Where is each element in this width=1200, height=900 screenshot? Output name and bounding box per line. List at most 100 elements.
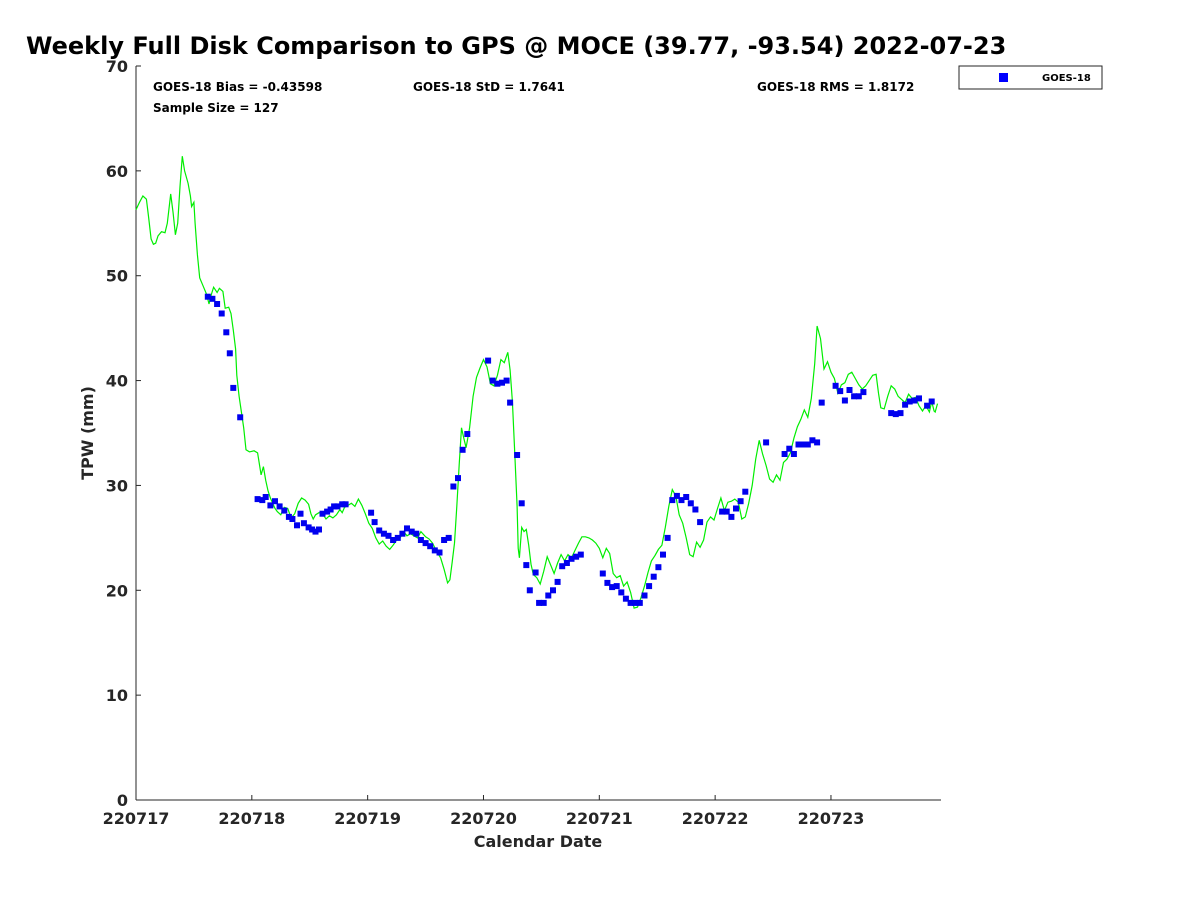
goes18-data-point: [902, 401, 909, 408]
goes18-data-point: [237, 414, 244, 421]
goes18-data-point: [218, 310, 225, 317]
goes18-data-point: [408, 528, 415, 535]
x-tick-label: 220720: [450, 809, 517, 828]
goes18-data-point: [928, 398, 935, 405]
goes18-data-point: [855, 393, 862, 400]
goes18-data-point: [385, 532, 392, 539]
goes18-data-point: [632, 599, 639, 606]
goes18-data-point: [309, 526, 316, 533]
goes18-data-point: [276, 503, 283, 510]
goes18-data-point: [319, 510, 326, 517]
goes18-data-point: [272, 498, 278, 505]
goes18-data-point: [331, 503, 338, 510]
goes18-data-point: [450, 483, 457, 490]
goes18-data-point: [795, 441, 802, 448]
goes18-data-point: [342, 501, 349, 508]
goes18-data-point: [485, 357, 492, 364]
goes18-data-point: [312, 528, 319, 535]
goes18-data-point: [209, 295, 216, 302]
goes18-data-point: [518, 500, 525, 507]
goes18-data-point: [427, 543, 434, 550]
goes18-data-point: [523, 562, 530, 569]
legend: GOES-18: [958, 65, 1103, 90]
goes18-data-point: [267, 502, 274, 509]
x-tick-label: 220721: [566, 809, 633, 828]
goes18-data-point: [297, 510, 304, 517]
goes18-data-point: [818, 399, 825, 406]
legend-label-goes18: GOES-18: [1042, 73, 1091, 84]
goes18-data-point: [650, 573, 657, 580]
goes18-data-point: [800, 441, 807, 448]
goes18-data-point: [622, 595, 629, 602]
goes18-data-point: [697, 519, 704, 526]
goes18-data-point: [536, 599, 543, 606]
y-tick-label: 60: [106, 162, 128, 181]
goes18-data-point: [540, 599, 547, 606]
goes18-data-point: [846, 387, 853, 393]
y-tick-label: 30: [106, 476, 128, 495]
chart-title: Weekly Full Disk Comparison to GPS @ MOC…: [26, 32, 1006, 60]
goes18-data-point: [781, 451, 788, 457]
goes18-data-point: [514, 452, 521, 458]
goes18-data-point: [563, 560, 570, 566]
y-tick-label: 50: [106, 267, 128, 286]
goes18-data-point: [459, 446, 466, 453]
goes18-data-point: [380, 530, 387, 537]
goes18-data-point: [214, 301, 221, 307]
gps-series-line: [135, 156, 939, 609]
goes18-data-point: [892, 411, 899, 418]
goes18-data-point: [554, 578, 561, 585]
goes18-data-point: [687, 500, 694, 507]
goes18-data-point: [618, 589, 625, 596]
series-gps-line: [135, 156, 939, 609]
goes18-data-point: [888, 410, 895, 417]
goes18-data-point: [660, 551, 666, 558]
series-goes18-markers: [204, 293, 935, 606]
goes18-data-point: [636, 599, 643, 606]
goes18-data-point: [673, 492, 680, 499]
goes18-data-point: [371, 519, 378, 526]
goes18-data-point: [305, 524, 312, 531]
goes18-data-point: [599, 570, 606, 577]
y-tick-label: 40: [106, 372, 128, 391]
goes18-data-point: [737, 498, 744, 505]
goes18-data-point: [577, 551, 584, 558]
y-ticks: 0 10 20 30 40 50 60 70: [106, 57, 141, 810]
goes18-data-point: [814, 439, 821, 446]
stat-rms: GOES-18 RMS = 1.8172: [757, 80, 914, 94]
x-tick-label: 220722: [682, 809, 749, 828]
x-axis-label: Calendar Date: [474, 832, 603, 851]
goes18-data-point: [324, 508, 331, 515]
legend-box: [958, 65, 1103, 90]
goes18-data-point: [422, 540, 429, 547]
goes18-data-point: [916, 395, 922, 402]
stat-std: GOES-18 StD = 1.7641: [413, 80, 565, 94]
goes18-data-point: [316, 526, 322, 533]
x-tick-label: 220723: [798, 809, 865, 828]
goes18-data-point: [394, 534, 401, 541]
goes18-data-point: [841, 397, 848, 404]
goes18-data-point: [376, 527, 383, 534]
goes18-data-point: [613, 583, 620, 590]
goes18-data-point: [723, 508, 730, 515]
goes18-data-point: [678, 497, 685, 504]
goes18-data-point: [627, 599, 634, 606]
goes18-data-point: [646, 583, 653, 590]
goes18-data-point: [399, 530, 406, 537]
goes18-data-point: [294, 522, 300, 529]
goes18-data-point: [860, 389, 867, 396]
goes18-data-point: [786, 445, 793, 452]
goes18-data-point: [254, 496, 261, 503]
goes18-data-point: [230, 384, 237, 391]
x-tick-label: 220717: [103, 809, 170, 828]
goes18-data-point: [641, 592, 648, 599]
goes18-data-point: [559, 563, 566, 570]
goes18-data-point: [464, 431, 471, 437]
goes18-data-point: [489, 377, 496, 384]
goes18-data-point: [431, 547, 438, 554]
goes18-data-point: [609, 584, 616, 591]
x-ticks: 220717 220718 220719 220720 220721 220722 2207…: [103, 795, 865, 828]
goes18-data-point: [573, 553, 580, 560]
goes18-data-point: [289, 516, 296, 522]
goes18-data-point: [441, 537, 448, 543]
